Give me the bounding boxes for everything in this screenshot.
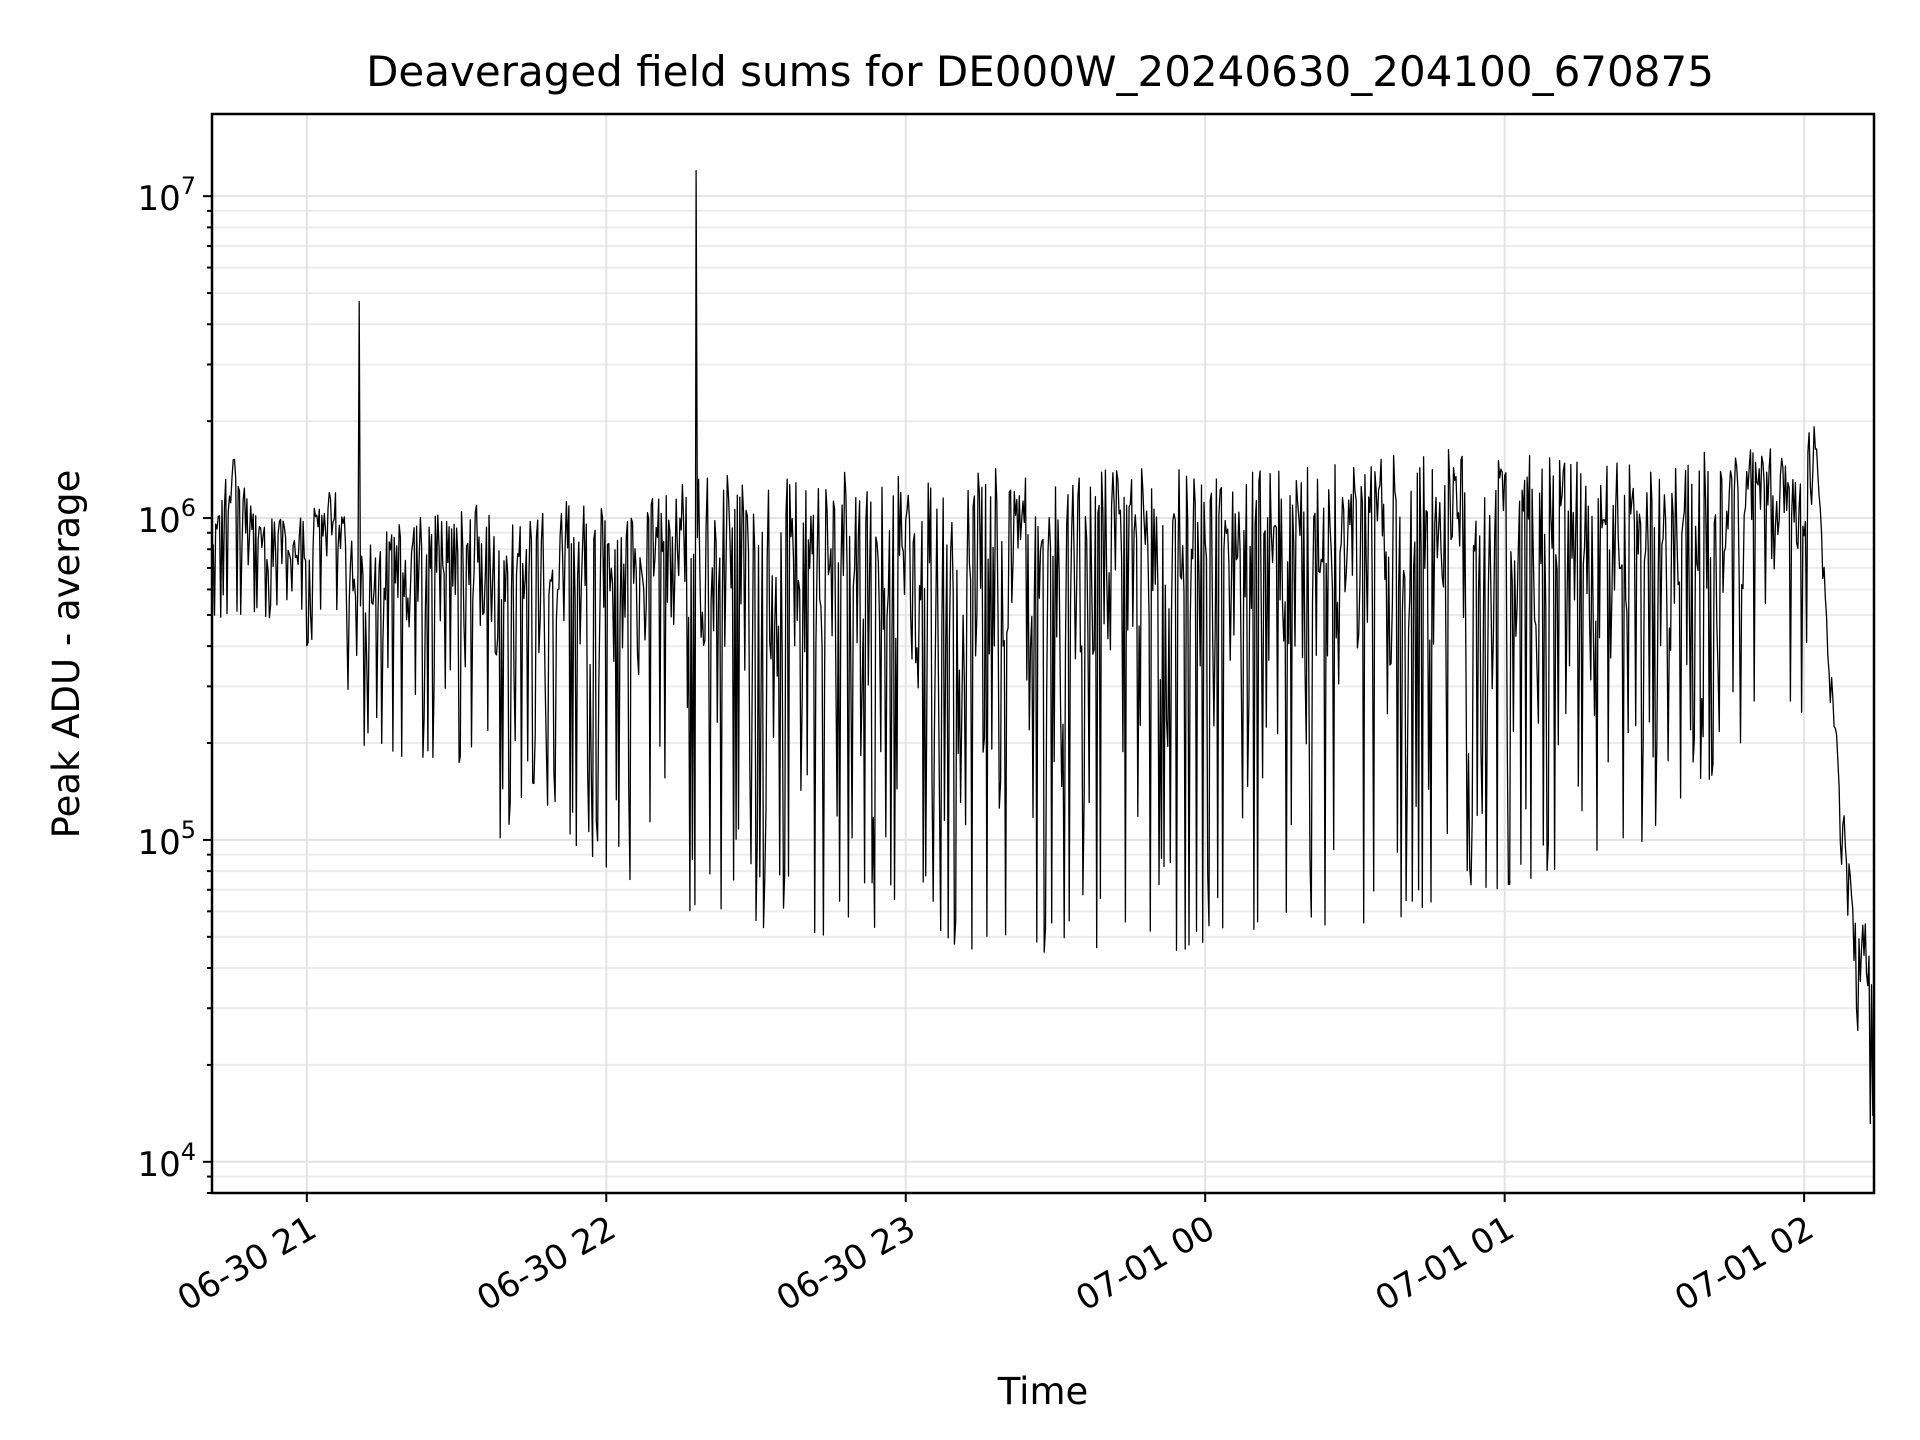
y-tick-label: 105	[137, 816, 196, 863]
y-tick-label: 107	[137, 172, 196, 219]
y-tick-label: 106	[137, 494, 196, 541]
series-line	[211, 170, 1875, 1125]
y-axis-label: Peak ADU - average	[45, 470, 88, 839]
chart-title: Deaveraged field sums for DE000W_2024063…	[366, 47, 1714, 96]
grid	[212, 114, 1874, 1194]
y-tick-label: 104	[137, 1138, 196, 1185]
plot-frame	[210, 112, 1876, 1195]
series-layer	[211, 170, 1875, 1125]
x-axis-label: Time	[997, 1370, 1089, 1413]
